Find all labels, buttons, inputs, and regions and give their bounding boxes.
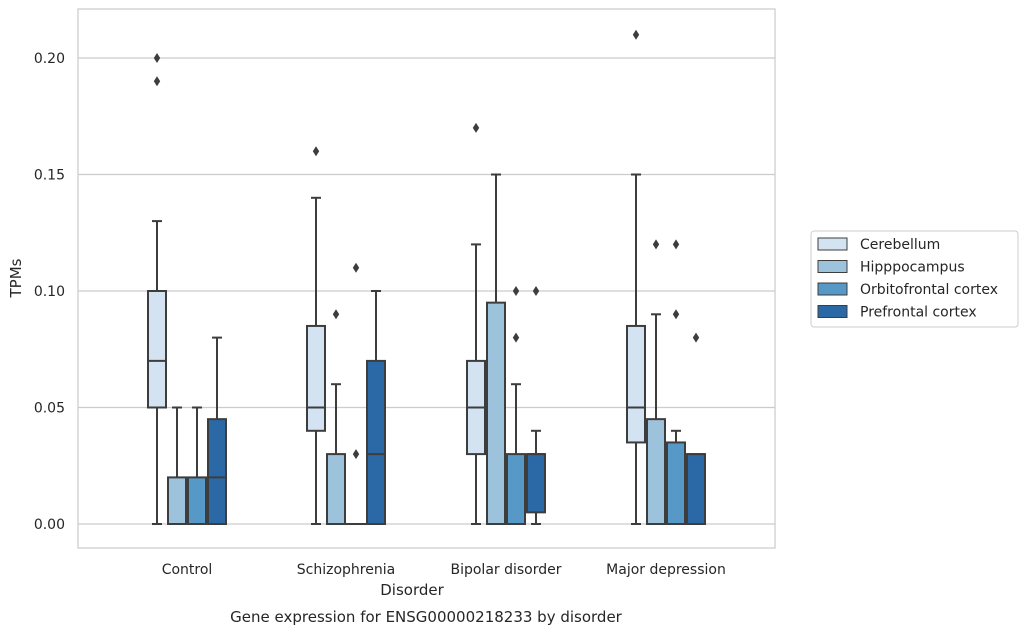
box-groups [147, 29, 706, 526]
box-iqr [526, 453, 546, 514]
legend-swatch [817, 282, 848, 296]
outlier-point [632, 29, 640, 40]
y-tick-label: 0.20 [34, 51, 65, 67]
x-tick-label: Major depression [606, 562, 726, 578]
y-tick-label: 0.10 [34, 284, 65, 300]
box-hipppocampus [326, 309, 346, 526]
legend-swatch [817, 305, 848, 318]
x-axis-label: Disorder [380, 581, 444, 599]
legend-swatch [817, 260, 848, 273]
legend-swatch [817, 237, 848, 251]
box-cerebellum [626, 29, 646, 525]
legend-label: Orbitofrontal cortex [860, 282, 998, 298]
outlier-point [352, 449, 360, 460]
y-tick-labels: 0.00 0.05 0.10 0.15 0.20 [34, 51, 65, 533]
outlier-point [472, 122, 480, 133]
box-orbitofrontal-cortex [187, 406, 207, 525]
box-iqr [646, 418, 666, 525]
box-iqr [486, 301, 506, 525]
x-tick-label: Bipolar disorder [450, 562, 561, 578]
outlier-point [672, 239, 680, 250]
box-prefrontal-cortex [526, 286, 546, 525]
outlier-point [532, 286, 540, 296]
outlier-point [153, 53, 161, 63]
box-cerebellum [466, 122, 486, 525]
outlier-point [692, 332, 700, 343]
box-iqr [366, 359, 386, 525]
outlier-point [512, 286, 520, 296]
box-iqr [306, 324, 326, 432]
box-iqr [666, 441, 686, 526]
box-iqr [626, 324, 646, 444]
x-tick-labels: Control Schizophrenia Bipolar disorder Majo… [162, 562, 726, 578]
x-tick-label: Control [162, 562, 213, 578]
outlier-point [352, 262, 360, 273]
box-hipppocampus [167, 406, 187, 525]
plot-frame [77, 8, 776, 549]
box-prefrontal-cortex [207, 336, 227, 525]
box-iqr [167, 476, 187, 525]
box-cerebellum [306, 146, 326, 525]
legend-label: Prefrontal cortex [860, 305, 977, 321]
box-orbitofrontal-cortex [506, 286, 526, 526]
outlier-point [332, 309, 340, 320]
legend: Cerebellum Hipppocampus Orbitofrontal cort… [810, 230, 1019, 328]
outlier-point [312, 146, 320, 157]
y-tick-label: 0.00 [34, 517, 65, 533]
box-iqr [147, 290, 167, 409]
outlier-point [652, 239, 660, 250]
outlier-point [672, 309, 680, 320]
box-iqr [187, 476, 207, 525]
box-iqr [506, 453, 526, 526]
outlier-point [512, 332, 520, 343]
y-tick-label: 0.05 [34, 401, 65, 417]
legend-label: Cerebellum [860, 237, 940, 253]
box-hipppocampus [646, 239, 666, 525]
box-iqr [207, 418, 227, 525]
box-orbitofrontal-cortex [666, 239, 686, 526]
box-cerebellum [147, 53, 167, 525]
outlier-point [153, 76, 161, 87]
legend-label: Hipppocampus [860, 260, 965, 276]
box-iqr [686, 453, 706, 526]
chart-title: Gene expression for ENSG00000218233 by d… [230, 608, 623, 626]
box-prefrontal-cortex [686, 332, 706, 526]
legend-frame [810, 230, 1019, 328]
box-iqr [326, 453, 346, 526]
y-axis-label: TPMs [7, 258, 25, 298]
box-hipppocampus [486, 173, 506, 525]
box-prefrontal-cortex [366, 290, 386, 525]
y-tick-label: 0.15 [34, 168, 65, 184]
box-orbitofrontal-cortex [346, 262, 366, 526]
x-tick-label: Schizophrenia [297, 562, 395, 578]
